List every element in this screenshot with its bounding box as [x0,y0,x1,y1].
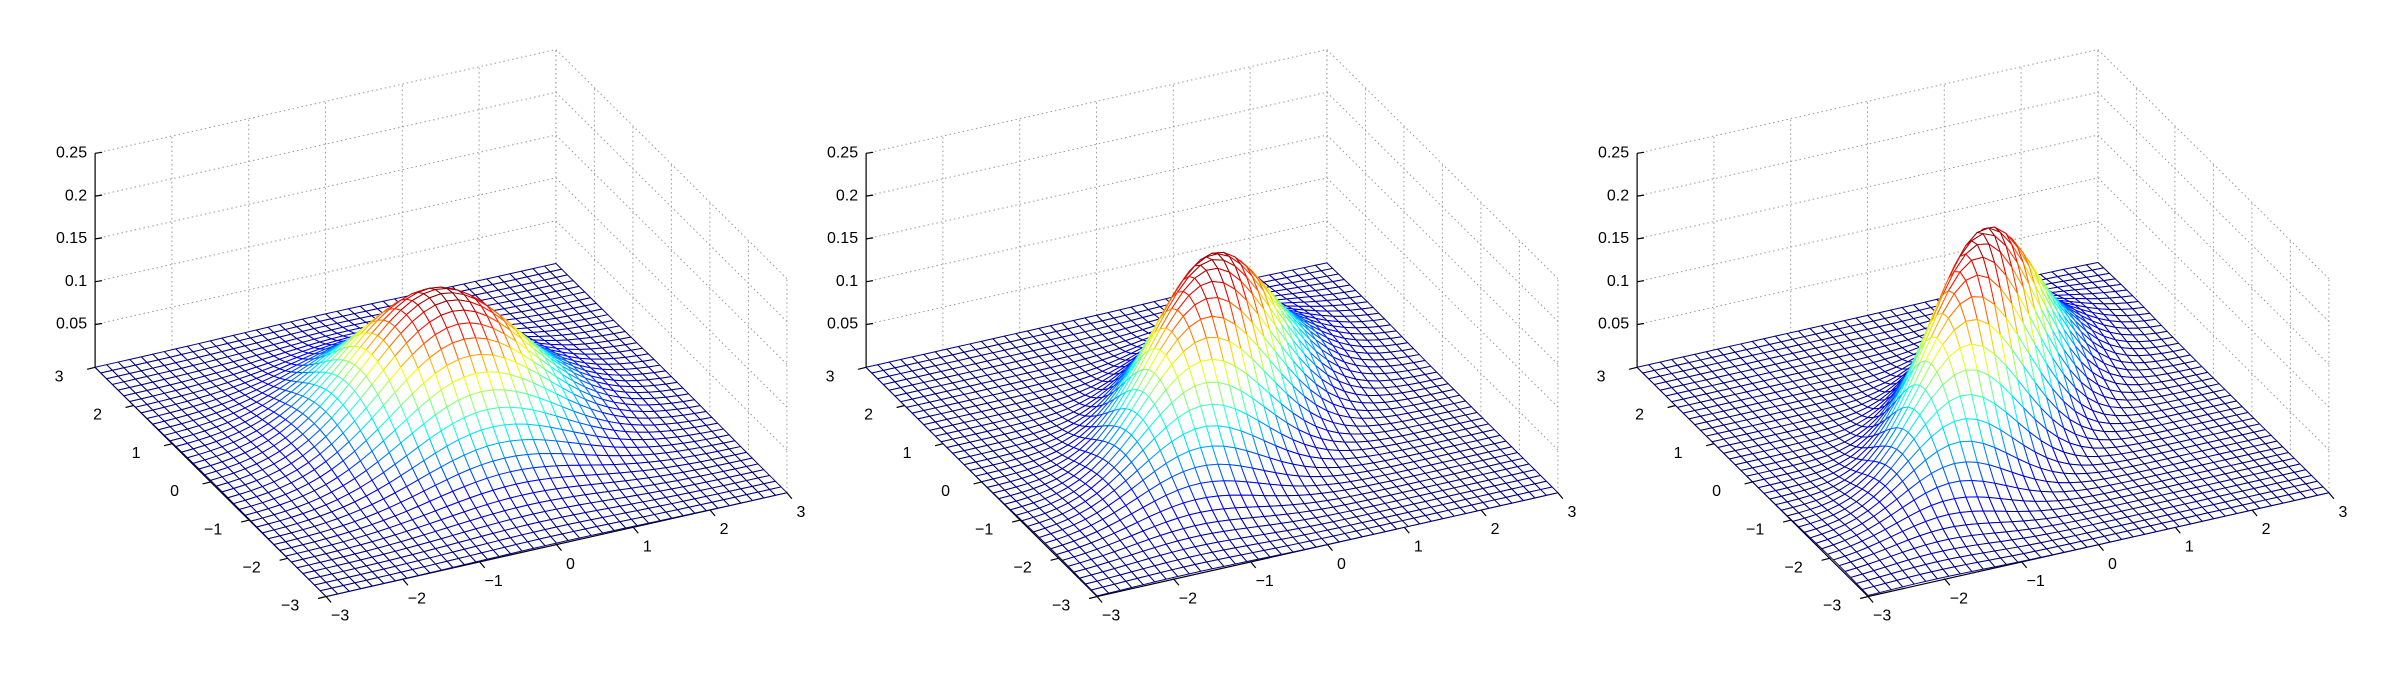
tick-mark [866,322,874,326]
x-tick-label: −3 [331,608,349,625]
x-tick-label: 0 [1337,556,1346,573]
tick-mark [709,509,716,517]
y-tick-label: 1 [903,445,912,462]
z-tick-label: 0.1 [65,273,87,290]
tick-mark [1480,509,1487,517]
z-tick-label: 0.2 [836,187,858,204]
tick-mark [934,443,944,447]
x-tick-label: 2 [720,521,729,538]
tick-mark [240,519,250,523]
y-tick-label: −3 [281,598,299,615]
tick-mark [1173,578,1180,586]
grid-line [555,49,788,280]
z-tick-label: 0.2 [65,187,87,204]
grid-line [555,134,788,365]
tick-mark [1327,544,1333,551]
x-tick-label: 1 [1414,539,1423,556]
tick-mark [325,596,332,603]
y-tick-label: −2 [1013,560,1031,577]
y-tick-label: 2 [864,407,873,424]
x-tick-label: 3 [1567,504,1576,521]
tick-mark [95,151,103,154]
y-tick-label: −1 [204,521,222,538]
tick-mark [1557,492,1564,500]
tick-mark [95,322,103,326]
tick-mark [556,544,562,551]
grid-line [1636,134,2099,240]
x-tick-label: 3 [796,504,805,521]
grid-line [555,220,788,451]
tick-mark [1011,519,1021,523]
tick-mark [317,595,327,600]
y-tick-label: 0 [170,483,179,500]
y-tick-label: −2 [242,560,260,577]
tick-mark [1250,561,1257,569]
tick-mark [896,404,905,409]
tick-mark [95,280,103,283]
tick-mark [402,578,409,586]
grid-line [94,49,557,154]
tick-mark [866,194,874,197]
grid-line [1326,49,1559,280]
grid-line [865,134,1328,240]
y-tick-label: 0 [941,483,950,500]
z-tick-label: 0.05 [827,316,858,333]
z-tick-label: 0.25 [56,145,87,162]
x-tick-label: −1 [485,573,503,590]
tick-mark [86,366,96,370]
z-tick-label: 0.25 [827,145,858,162]
mesh-plot: −3 −2 −1 0 1 2 3 −3 −2 −1 0 1 2 3 0.05 0.1 0.15 0.2 0.25 [826,49,1576,625]
y-tick-label: 1 [132,445,141,462]
z-tick-label: 0.05 [56,316,87,333]
y-tick-label: 2 [93,407,102,424]
tick-mark [857,366,867,370]
x-tick-label: −3 [1102,608,1120,625]
grid-line [1636,49,2099,154]
tick-mark [1050,557,1059,561]
y-tick-label: −3 [1052,598,1070,615]
z-tick-label: 0.15 [827,230,858,247]
y-tick-label: 3 [826,369,835,386]
tick-mark [1088,595,1098,600]
tick-mark [786,492,793,500]
grid-line [94,134,557,240]
tick-mark [1403,526,1410,534]
y-tick-label: −1 [975,521,993,538]
grid-line [555,177,788,408]
tick-mark [202,481,211,485]
grid-line [555,91,788,322]
x-tick-label: 0 [566,556,575,573]
mesh-plot: −3 −2 −1 0 1 2 3 −3 −2 −1 0 1 2 3 0.05 0.1 0.15 0.2 0.25 [55,49,805,625]
tick-mark [479,561,486,569]
tick-mark [1096,596,1103,603]
x-tick-label: −1 [1256,573,1274,590]
x-tick-label: 2 [1491,521,1500,538]
x-tick-label: −2 [1179,590,1197,607]
x-tick-label: −2 [408,590,426,607]
tick-mark [866,151,874,154]
z-tick-label: 0.15 [56,230,87,247]
tick-mark [163,443,173,447]
tick-mark [95,237,103,240]
tick-mark [866,280,874,283]
grid-line [2097,49,2330,280]
x-tick-label: 1 [643,539,652,556]
tick-mark [95,194,103,197]
tick-mark [632,526,639,534]
tick-mark [866,237,874,240]
y-tick-label: 3 [55,369,64,386]
tick-mark [279,557,288,561]
tick-mark [973,481,982,485]
z-tick-label: 0.1 [836,273,858,290]
tick-mark [125,404,134,409]
grid-line [865,49,1328,154]
